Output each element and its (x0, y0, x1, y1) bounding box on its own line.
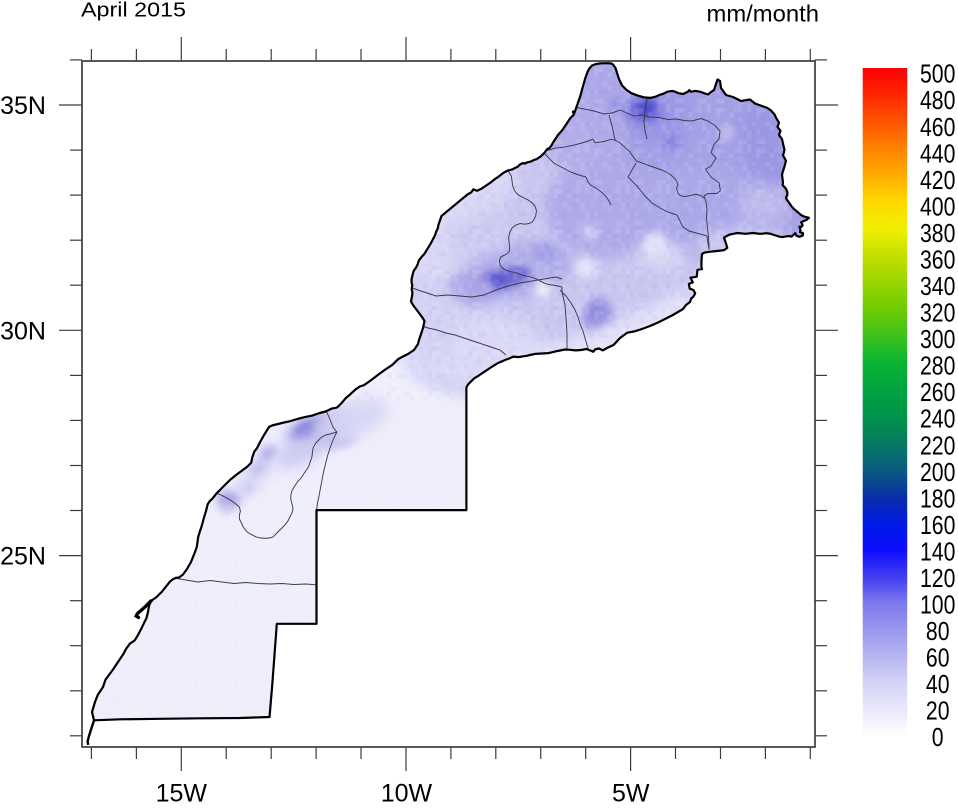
svg-text:440: 440 (920, 140, 955, 168)
svg-text:340: 340 (920, 273, 955, 301)
svg-text:30N: 30N (0, 317, 46, 345)
svg-text:100: 100 (920, 592, 955, 620)
svg-text:360: 360 (920, 247, 955, 275)
svg-text:10W: 10W (381, 780, 433, 808)
svg-text:mm/month: mm/month (707, 1, 820, 27)
svg-text:15W: 15W (156, 780, 208, 808)
svg-text:5W: 5W (612, 780, 650, 808)
svg-text:35N: 35N (0, 92, 46, 120)
svg-text:April 2015: April 2015 (81, 0, 186, 22)
svg-text:20: 20 (926, 698, 950, 726)
svg-text:480: 480 (920, 87, 955, 115)
svg-text:60: 60 (926, 645, 950, 673)
svg-text:140: 140 (920, 538, 955, 566)
svg-text:180: 180 (920, 485, 955, 513)
svg-text:25N: 25N (0, 543, 46, 571)
svg-text:420: 420 (920, 167, 955, 195)
svg-text:160: 160 (920, 512, 955, 540)
svg-text:120: 120 (920, 565, 955, 593)
svg-text:500: 500 (920, 61, 955, 89)
svg-text:320: 320 (920, 300, 955, 328)
svg-text:200: 200 (920, 459, 955, 487)
svg-text:240: 240 (920, 406, 955, 434)
svg-text:0: 0 (932, 724, 944, 752)
svg-text:280: 280 (920, 353, 955, 381)
svg-text:220: 220 (920, 432, 955, 460)
svg-text:80: 80 (926, 618, 950, 646)
svg-text:40: 40 (926, 671, 950, 699)
svg-text:300: 300 (920, 326, 955, 354)
svg-text:460: 460 (920, 114, 955, 142)
svg-text:380: 380 (920, 220, 955, 248)
svg-text:260: 260 (920, 379, 955, 407)
svg-text:400: 400 (920, 193, 955, 221)
